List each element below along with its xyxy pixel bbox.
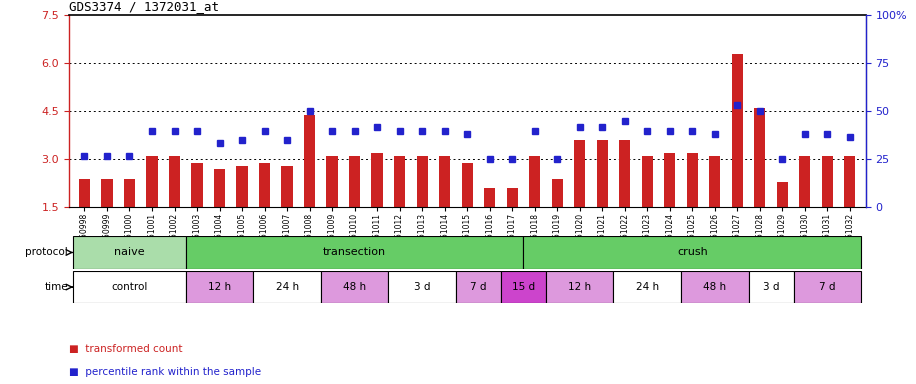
Bar <box>321 271 388 303</box>
Bar <box>507 188 518 207</box>
Text: ■  percentile rank within the sample: ■ percentile rank within the sample <box>69 367 261 377</box>
Bar <box>574 140 585 207</box>
Bar <box>417 156 428 207</box>
Text: 48 h: 48 h <box>343 282 366 292</box>
Text: 3 d: 3 d <box>414 282 431 292</box>
Bar <box>799 156 811 207</box>
Text: 24 h: 24 h <box>276 282 299 292</box>
Text: 12 h: 12 h <box>208 282 231 292</box>
Bar <box>523 236 861 269</box>
Bar <box>462 162 473 207</box>
Bar <box>619 140 630 207</box>
Bar <box>214 169 225 207</box>
Bar <box>501 271 546 303</box>
Text: 7 d: 7 d <box>819 282 835 292</box>
Bar <box>191 162 202 207</box>
Bar <box>551 179 562 207</box>
Bar <box>845 156 856 207</box>
Text: GDS3374 / 1372031_at: GDS3374 / 1372031_at <box>69 0 219 13</box>
Bar <box>281 166 293 207</box>
Bar <box>147 156 158 207</box>
Bar <box>73 236 186 269</box>
Bar <box>793 271 861 303</box>
Text: protocol: protocol <box>26 247 69 258</box>
Bar <box>614 271 681 303</box>
Text: 48 h: 48 h <box>703 282 726 292</box>
Text: crush: crush <box>677 247 708 258</box>
Bar <box>754 108 766 207</box>
Text: 7 d: 7 d <box>470 282 486 292</box>
Bar <box>186 236 523 269</box>
Text: control: control <box>112 282 147 292</box>
Bar <box>304 114 315 207</box>
Bar <box>529 156 540 207</box>
Bar <box>596 140 608 207</box>
Bar <box>777 182 788 207</box>
Bar <box>388 271 456 303</box>
Text: 3 d: 3 d <box>763 282 780 292</box>
Bar <box>186 271 254 303</box>
Bar <box>664 153 675 207</box>
Bar <box>102 179 113 207</box>
Text: time: time <box>45 282 69 292</box>
Bar <box>73 271 186 303</box>
Bar <box>254 271 321 303</box>
Bar <box>124 179 135 207</box>
Text: 12 h: 12 h <box>568 282 592 292</box>
Text: 24 h: 24 h <box>636 282 659 292</box>
Bar <box>546 271 614 303</box>
Bar <box>372 153 383 207</box>
Text: naive: naive <box>114 247 145 258</box>
Bar <box>822 156 833 207</box>
Bar <box>394 156 405 207</box>
Bar <box>687 153 698 207</box>
Bar <box>641 156 653 207</box>
Bar <box>236 166 247 207</box>
Bar <box>349 156 360 207</box>
Bar <box>748 271 793 303</box>
Text: transection: transection <box>323 247 387 258</box>
Bar <box>169 156 180 207</box>
Bar <box>439 156 451 207</box>
Bar <box>681 271 748 303</box>
Bar <box>326 156 338 207</box>
Text: ■  transformed count: ■ transformed count <box>69 344 182 354</box>
Bar <box>259 162 270 207</box>
Bar <box>484 188 496 207</box>
Bar <box>709 156 720 207</box>
Text: 15 d: 15 d <box>512 282 535 292</box>
Bar <box>79 179 90 207</box>
Bar <box>732 54 743 207</box>
Bar <box>456 271 501 303</box>
